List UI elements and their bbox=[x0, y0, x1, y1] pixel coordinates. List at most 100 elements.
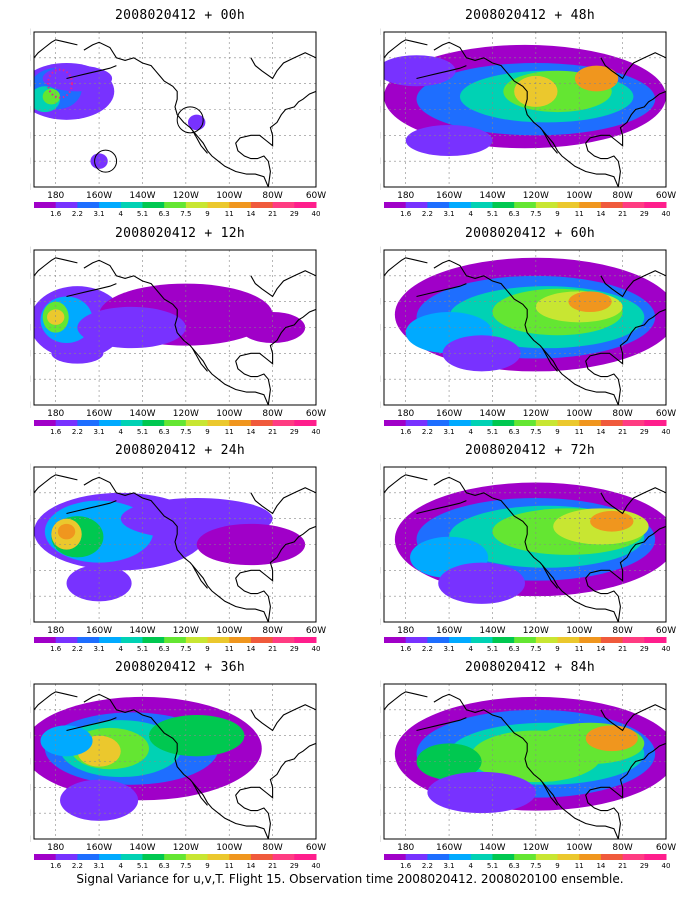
colorbar-label: 5.1 bbox=[487, 210, 498, 218]
colorbar-label: 21 bbox=[268, 428, 277, 436]
lat-tick-label: 60N bbox=[380, 54, 381, 64]
coastline bbox=[541, 347, 558, 372]
colorbar-swatch bbox=[644, 202, 667, 208]
variance-contour bbox=[442, 335, 521, 372]
lat-tick-label: 20N bbox=[380, 809, 381, 819]
lat-tick-label: 60N bbox=[380, 489, 381, 499]
variance-field bbox=[384, 32, 666, 187]
forecast-panels: 2008020412 + 00h 10N 20N 30N 40N 50N 60N 70N 180… bbox=[30, 8, 676, 870]
coastlines bbox=[34, 39, 316, 187]
lon-tick-label: 100W bbox=[216, 409, 242, 419]
lon-tick-label: 60W bbox=[656, 626, 676, 636]
colorbar-swatch bbox=[34, 420, 57, 426]
coastline bbox=[600, 487, 666, 515]
colorbar-label: 14 bbox=[246, 428, 255, 436]
colorbar-label: 3.1 bbox=[94, 428, 105, 436]
lon-tick-label: 180 bbox=[47, 843, 64, 853]
colorbar-swatch bbox=[622, 854, 645, 860]
coastline bbox=[433, 693, 619, 839]
colorbar-label: 9 bbox=[555, 428, 559, 436]
lon-tick-label: 100W bbox=[566, 843, 592, 853]
colorbar-label: 1.6 bbox=[400, 428, 412, 436]
colorbar-label: 3.1 bbox=[94, 645, 105, 653]
lon-tick-label: 160W bbox=[86, 409, 112, 419]
lon-tick-label: 140W bbox=[129, 191, 155, 201]
lat-tick-label: 40N bbox=[30, 324, 31, 334]
coastline bbox=[83, 41, 269, 187]
lat-tick-label: 20N bbox=[30, 592, 31, 602]
colorbar-swatch bbox=[557, 637, 580, 643]
coastline bbox=[66, 500, 117, 515]
colorbar-swatch bbox=[535, 420, 559, 426]
lat-tick-label: 10N bbox=[380, 183, 381, 193]
lon-tick-label: 80W bbox=[612, 626, 632, 636]
variance-contour bbox=[51, 343, 104, 364]
lat-tick-label: 40N bbox=[380, 541, 381, 551]
coastlines bbox=[384, 257, 666, 405]
lon-tick-label: 180 bbox=[397, 191, 414, 201]
colorbar-swatch bbox=[492, 637, 515, 643]
map-plot: 10N 20N 30N 40N 50N 60N 70N 180 160W 140W 120W 100W… bbox=[380, 680, 676, 870]
colorbar-swatch bbox=[405, 202, 428, 208]
colorbar-label: 40 bbox=[312, 862, 321, 870]
coastlines bbox=[34, 474, 316, 622]
colorbar-swatch bbox=[185, 637, 209, 643]
colorbar-label: 3.1 bbox=[94, 862, 105, 870]
lat-tick-label: 40N bbox=[380, 106, 381, 116]
lon-tick-label: 60W bbox=[306, 409, 326, 419]
lon-tick-label: 160W bbox=[86, 626, 112, 636]
lat-tick-label: 10N bbox=[380, 835, 381, 845]
map-plot: 10N 20N 30N 40N 50N 60N 70N 180 160W 140W 120W 100W… bbox=[30, 463, 326, 653]
colorbar-swatch bbox=[535, 854, 559, 860]
lon-tick-label: 80W bbox=[262, 191, 282, 201]
lon-tick-label: 140W bbox=[129, 843, 155, 853]
lon-tick-label: 160W bbox=[436, 843, 462, 853]
lat-tick-label: 10N bbox=[380, 401, 381, 411]
colorbar-label: 11 bbox=[575, 210, 584, 218]
lat-tick-label: 70N bbox=[380, 463, 381, 473]
colorbar-swatch bbox=[535, 202, 559, 208]
lat-tick-label: 70N bbox=[380, 246, 381, 256]
lat-tick-label: 60N bbox=[30, 489, 31, 499]
coastlines bbox=[34, 691, 316, 839]
lat-tick-label: 60N bbox=[380, 706, 381, 716]
colorbar-swatch bbox=[514, 202, 537, 208]
colorbar-swatch bbox=[579, 202, 602, 208]
lat-tick-label: 50N bbox=[30, 298, 31, 308]
coastlines bbox=[384, 691, 666, 839]
coastlines bbox=[384, 474, 666, 622]
colorbar-swatch bbox=[229, 637, 252, 643]
colorbar-swatch bbox=[185, 202, 209, 208]
variance-contour bbox=[42, 65, 113, 92]
colorbar-label: 4 bbox=[469, 428, 474, 436]
map-frame bbox=[383, 466, 667, 623]
coastline bbox=[600, 704, 666, 732]
colorbar-label: 2.2 bbox=[72, 210, 83, 218]
colorbar-label: 6.3 bbox=[159, 428, 170, 436]
colorbar-swatch bbox=[579, 854, 602, 860]
colorbar-label: 29 bbox=[290, 428, 299, 436]
colorbar-label: 6.3 bbox=[159, 210, 170, 218]
colorbar-label: 40 bbox=[312, 645, 321, 653]
lat-tick-label: 50N bbox=[30, 732, 31, 742]
colorbar-label: 7.5 bbox=[530, 645, 541, 653]
lat-tick-label: 40N bbox=[30, 106, 31, 116]
colorbar-label: 21 bbox=[618, 862, 627, 870]
forecast-panel: 2008020412 + 24h 10N 20N 30N 40N 50N 60N 70N 180… bbox=[30, 441, 330, 655]
flight-track-outline bbox=[47, 68, 74, 99]
coastline bbox=[600, 52, 666, 80]
colorbar-label: 5.1 bbox=[137, 645, 148, 653]
colorbar-label: 6.3 bbox=[509, 210, 520, 218]
colorbar-label: 5.1 bbox=[487, 862, 498, 870]
coastline bbox=[541, 564, 558, 589]
colorbar-swatch bbox=[164, 202, 187, 208]
lat-tick-label: 10N bbox=[30, 401, 31, 411]
colorbar-label: 7.5 bbox=[180, 862, 191, 870]
lon-tick-label: 120W bbox=[173, 409, 199, 419]
lon-tick-label: 60W bbox=[306, 843, 326, 853]
colorbar-label: 21 bbox=[618, 428, 627, 436]
coastline bbox=[66, 283, 117, 298]
lon-tick-label: 140W bbox=[479, 191, 505, 201]
colorbar-label: 14 bbox=[596, 645, 605, 653]
colorbar-swatch bbox=[99, 420, 122, 426]
